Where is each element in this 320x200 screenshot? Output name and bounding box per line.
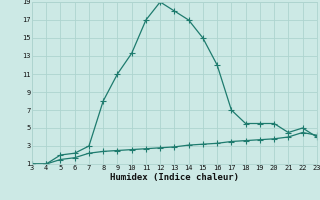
X-axis label: Humidex (Indice chaleur): Humidex (Indice chaleur): [110, 173, 239, 182]
